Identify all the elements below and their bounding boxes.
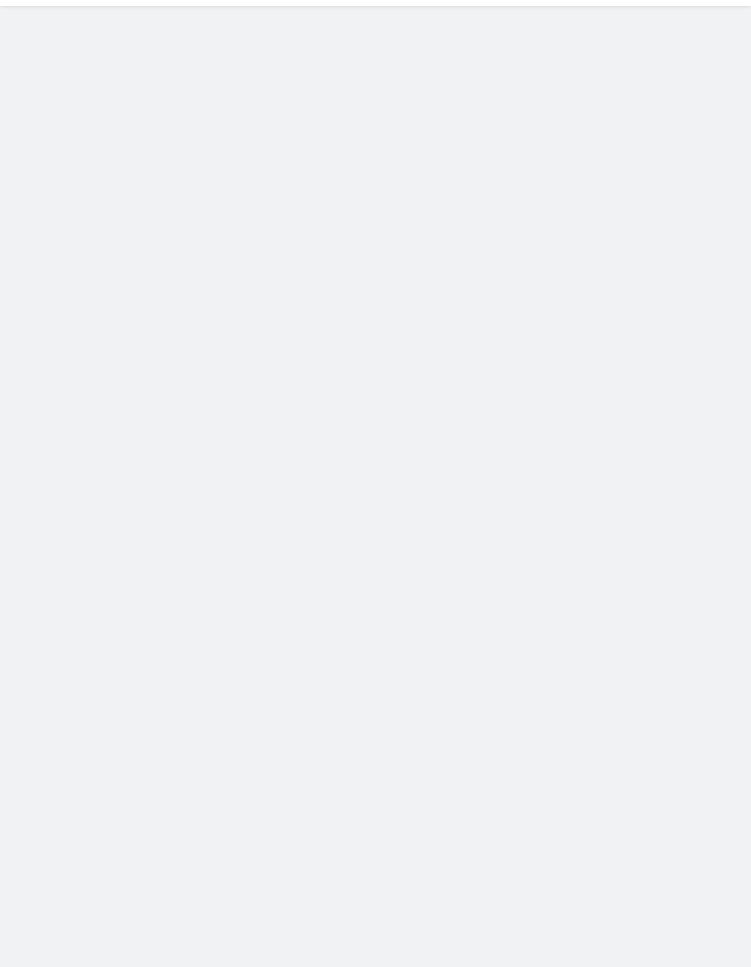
document-page	[0, 0, 751, 6]
